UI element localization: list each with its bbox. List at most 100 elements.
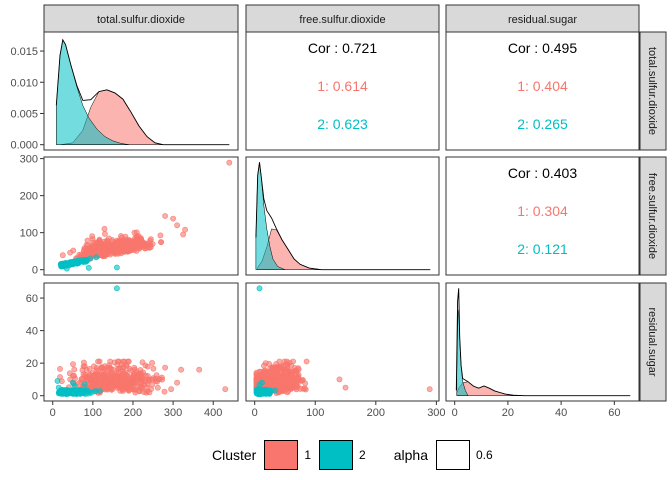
scatter-point-cluster-1 — [89, 233, 95, 240]
scatter-point-cluster-1 — [111, 370, 118, 377]
y-tick-label-residual.sugar: 40 — [26, 326, 38, 338]
scatter-outlier-cluster-1 — [196, 366, 203, 373]
scatter-point-cluster-1 — [57, 365, 63, 372]
scatter-point-cluster-1 — [108, 384, 115, 390]
panel-background — [44, 157, 238, 275]
correlation-overall: Cor : 0.403 — [508, 165, 577, 181]
scatter-point-cluster-1 — [59, 252, 66, 259]
x-tick-label-residual.sugar: 20 — [502, 407, 514, 419]
scatter-point-cluster-1 — [162, 364, 168, 371]
scatter-point-cluster-2 — [81, 387, 88, 394]
scatter-point-cluster-1 — [154, 384, 161, 391]
scatter-point-cluster-1 — [67, 249, 73, 256]
scatter-point-cluster-1 — [114, 358, 121, 365]
panel-border — [43, 31, 239, 151]
y-tick-label-residual.sugar: 20 — [26, 358, 38, 370]
scatter-outlier-cluster-2 — [71, 382, 78, 389]
y-tick-label-residual.sugar: 60 — [26, 293, 38, 305]
scatter-point-cluster-1 — [291, 365, 298, 371]
scatter-point-cluster-2 — [74, 260, 81, 266]
correlation-overall: Cor : 0.721 — [308, 40, 377, 56]
panel-0-2: Cor : 0.495 1: 0.404 2: 0.265 — [445, 31, 640, 151]
strip-top-total.sulfur.dioxide — [43, 4, 239, 33]
legend-key-cluster-1 — [264, 440, 299, 470]
scatter-point-cluster-1 — [157, 232, 164, 239]
scatter-point-cluster-1 — [293, 371, 300, 377]
legend-cluster-title: Cluster — [212, 447, 257, 463]
y-tick-label-free.sulfur.dioxide: 100 — [20, 228, 38, 240]
panel-2-0 — [43, 282, 239, 402]
scatter-point-cluster-1 — [101, 225, 108, 232]
correlation-cluster-2: 2: 0.623 — [317, 116, 368, 132]
scatter-point-cluster-1 — [263, 377, 270, 384]
panel-background — [446, 283, 639, 401]
scatter-point-cluster-1 — [136, 372, 143, 379]
scatter-outlier-cluster-1 — [168, 386, 174, 393]
scatter-point-cluster-1 — [303, 358, 310, 365]
scatter-point-cluster-1 — [283, 368, 290, 375]
scatter-outlier-cluster-2 — [55, 384, 62, 391]
scatter-outlier-cluster-1 — [180, 231, 186, 238]
strip-top-free.sulfur.dioxide — [245, 4, 440, 33]
scatter-outlier-cluster-2 — [63, 265, 70, 272]
scatter-outlier-cluster-2 — [259, 379, 265, 386]
scatter-point-cluster-1 — [273, 382, 280, 389]
scatter-point-cluster-1 — [114, 242, 120, 249]
strip-right-residual.sugar — [639, 282, 667, 402]
scatter-point-cluster-1 — [148, 386, 154, 392]
density-line-all — [455, 288, 631, 397]
scatter-outlier-cluster-2 — [81, 381, 88, 388]
scatter-point-cluster-1 — [84, 237, 91, 244]
panel-background — [246, 32, 439, 150]
scatter-point-cluster-1 — [82, 246, 89, 252]
correlation-cluster-1: 1: 0.614 — [317, 78, 368, 94]
scatter-point-cluster-1 — [290, 358, 296, 365]
scatter-point-cluster-1 — [89, 381, 95, 388]
scatter-point-cluster-1 — [149, 359, 155, 366]
scatter-point-cluster-1 — [118, 250, 124, 257]
scatter-outlier-cluster-1 — [170, 215, 176, 222]
legend-key-alpha — [436, 440, 470, 470]
x-tick-label-total.sulfur.dioxide: 300 — [164, 407, 182, 419]
y-tick-label-density: 0.010 — [10, 77, 38, 89]
x-tick-label-free.sulfur.dioxide: 300 — [427, 407, 445, 419]
panel-2-1 — [245, 282, 440, 402]
scatter-point-cluster-2 — [72, 388, 79, 395]
x-tick-label-total.sulfur.dioxide: 0 — [50, 407, 56, 419]
scatter-point-cluster-2 — [93, 388, 99, 394]
panel-border — [245, 156, 440, 276]
y-tick-label-density: 0.015 — [10, 46, 38, 58]
scatter-point-cluster-1 — [102, 230, 108, 237]
scatter-point-cluster-1 — [159, 376, 165, 383]
scatter-point-cluster-1 — [144, 373, 151, 379]
y-tick-label-density: 0.005 — [10, 108, 38, 120]
scatter-point-cluster-1 — [294, 384, 300, 391]
strip-label-right-residual.sugar: residual.sugar — [646, 307, 658, 376]
scatter-point-cluster-1 — [96, 383, 102, 390]
strip-label-total.sulfur.dioxide: total.sulfur.dioxide — [97, 14, 185, 26]
y-tick-label-density: 0.000 — [10, 140, 38, 152]
scatter-point-cluster-1 — [126, 380, 133, 387]
scatter-point-cluster-1 — [102, 248, 109, 255]
scatter-point-cluster-1 — [266, 360, 272, 367]
panel-1-1 — [245, 156, 440, 276]
x-tick-label-free.sulfur.dioxide: 0 — [252, 407, 258, 419]
scatter-point-cluster-1 — [132, 380, 139, 387]
scatter-point-cluster-1 — [66, 370, 73, 377]
scatter-outlier-cluster-1 — [182, 226, 188, 233]
correlation-overall: Cor : 0.495 — [508, 40, 577, 56]
scatter-point-cluster-2 — [88, 389, 94, 396]
scatter-point-cluster-1 — [112, 378, 119, 385]
panel-background — [446, 32, 639, 150]
correlation-cluster-2: 2: 0.121 — [517, 241, 568, 257]
scatter-outlier-cluster-2 — [57, 389, 64, 396]
scatter-point-cluster-1 — [120, 371, 127, 378]
x-tick-label-residual.sugar: 40 — [555, 407, 567, 419]
scatter-point-cluster-1 — [106, 362, 112, 369]
scatter-point-cluster-1 — [125, 387, 132, 394]
scatter-outlier-cluster-2 — [255, 387, 262, 394]
panel-border — [43, 156, 239, 276]
x-tick-label-total.sulfur.dioxide: 100 — [84, 407, 102, 419]
scatter-point-cluster-1 — [161, 388, 168, 395]
scatter-point-cluster-2 — [80, 256, 87, 263]
